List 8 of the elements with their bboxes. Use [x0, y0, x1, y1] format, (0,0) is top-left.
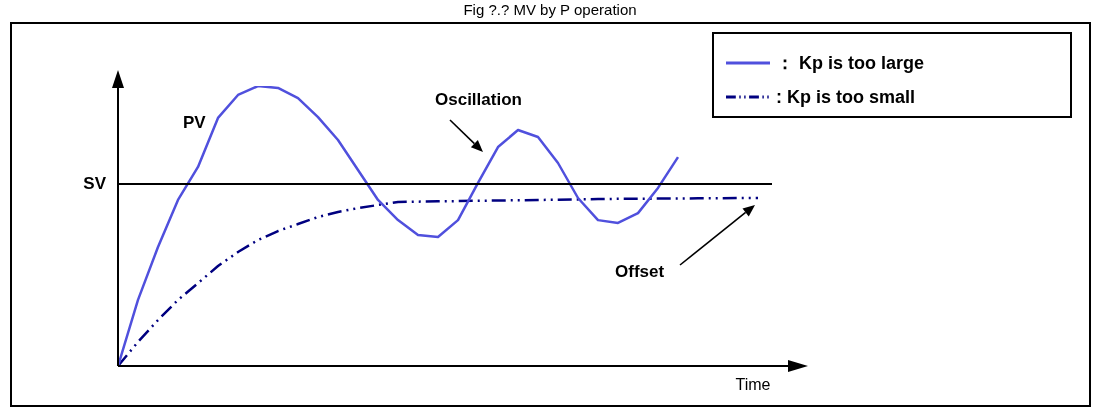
annotation: PV: [183, 112, 207, 132]
x-axis-title: Time: [735, 376, 771, 394]
chart-title: Fig ?.? MV by P operation: [462, 1, 638, 18]
legend-label: ： Kp is too large: [776, 52, 925, 75]
ref-line-label: SV: [83, 173, 107, 193]
legend-label: : Kp is too small: [776, 86, 916, 108]
annotation: Oscillation: [435, 89, 522, 109]
annotation: Offset: [615, 261, 665, 281]
